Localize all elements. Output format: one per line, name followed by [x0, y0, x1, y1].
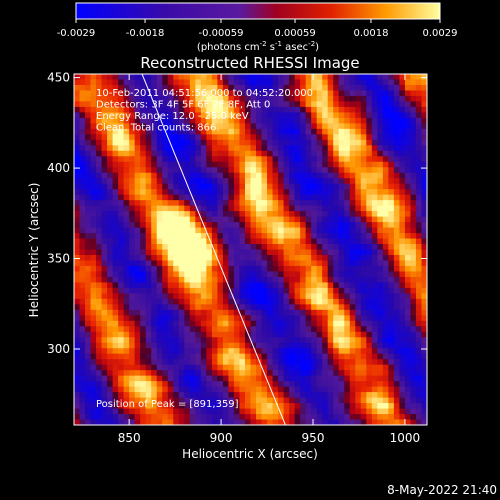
x-tick-label: 1000: [390, 431, 421, 445]
colorbar-tick-labels: -0.0029 -0.0018 -0.00059 0.00059 0.0018 0.002…: [57, 28, 458, 39]
y-axis-label: Heliocentric Y (arcsec): [27, 183, 41, 318]
colorbar-tick-label: 0.0018: [353, 28, 388, 39]
heatmap-image: [74, 74, 427, 425]
colorbar-ticks: [75, 19, 441, 23]
y-tick-label: 350: [47, 252, 70, 266]
colorbar-unit-label: (photons cm-2 s-1 asec-2): [197, 40, 319, 53]
y-tick-label: 300: [47, 342, 70, 356]
colorbar-tick-label: 0.00059: [274, 28, 315, 39]
y-axis-ticks: 300 350 400 450: [47, 71, 427, 356]
solar-limb-line: [141, 74, 286, 425]
plot-frame: [73, 73, 428, 426]
x-tick-label: 950: [302, 431, 325, 445]
footer-timestamp: 8-May-2022 21:40: [387, 483, 497, 497]
colorbar-tick-label: 0.0029: [423, 28, 458, 39]
colorbar-tick-label: -0.0029: [57, 28, 96, 39]
x-tick-label: 850: [118, 431, 141, 445]
x-axis-ticks: 850 900 950 1000: [118, 74, 421, 445]
chart-title: Reconstructed RHESSI Image: [140, 54, 359, 72]
annotation-block: 10-Feb-2011 04:51:56.000 to 04:52:20.000…: [96, 88, 313, 134]
colorbar: [75, 2, 441, 20]
x-tick-label: 900: [210, 431, 233, 445]
peak-position-label: Position of Peak = [891,359]: [96, 399, 239, 410]
annotation-line: 10-Feb-2011 04:51:56.000 to 04:52:20.000: [96, 88, 313, 99]
annotation-line: Clean. Total counts: 866.: [96, 123, 220, 134]
y-tick-label: 450: [47, 71, 70, 85]
colorbar-tick-label: -0.00059: [198, 28, 243, 39]
colorbar-tick-label: -0.0018: [126, 28, 165, 39]
x-axis-label: Heliocentric X (arcsec): [182, 447, 318, 461]
annotation-line: Energy Range: 12.0 - 25.0 keV: [96, 111, 249, 122]
y-tick-label: 400: [47, 161, 70, 175]
annotation-line: Detectors: 3F 4F 5F 6F 7F 8F, Att 0: [96, 100, 270, 111]
